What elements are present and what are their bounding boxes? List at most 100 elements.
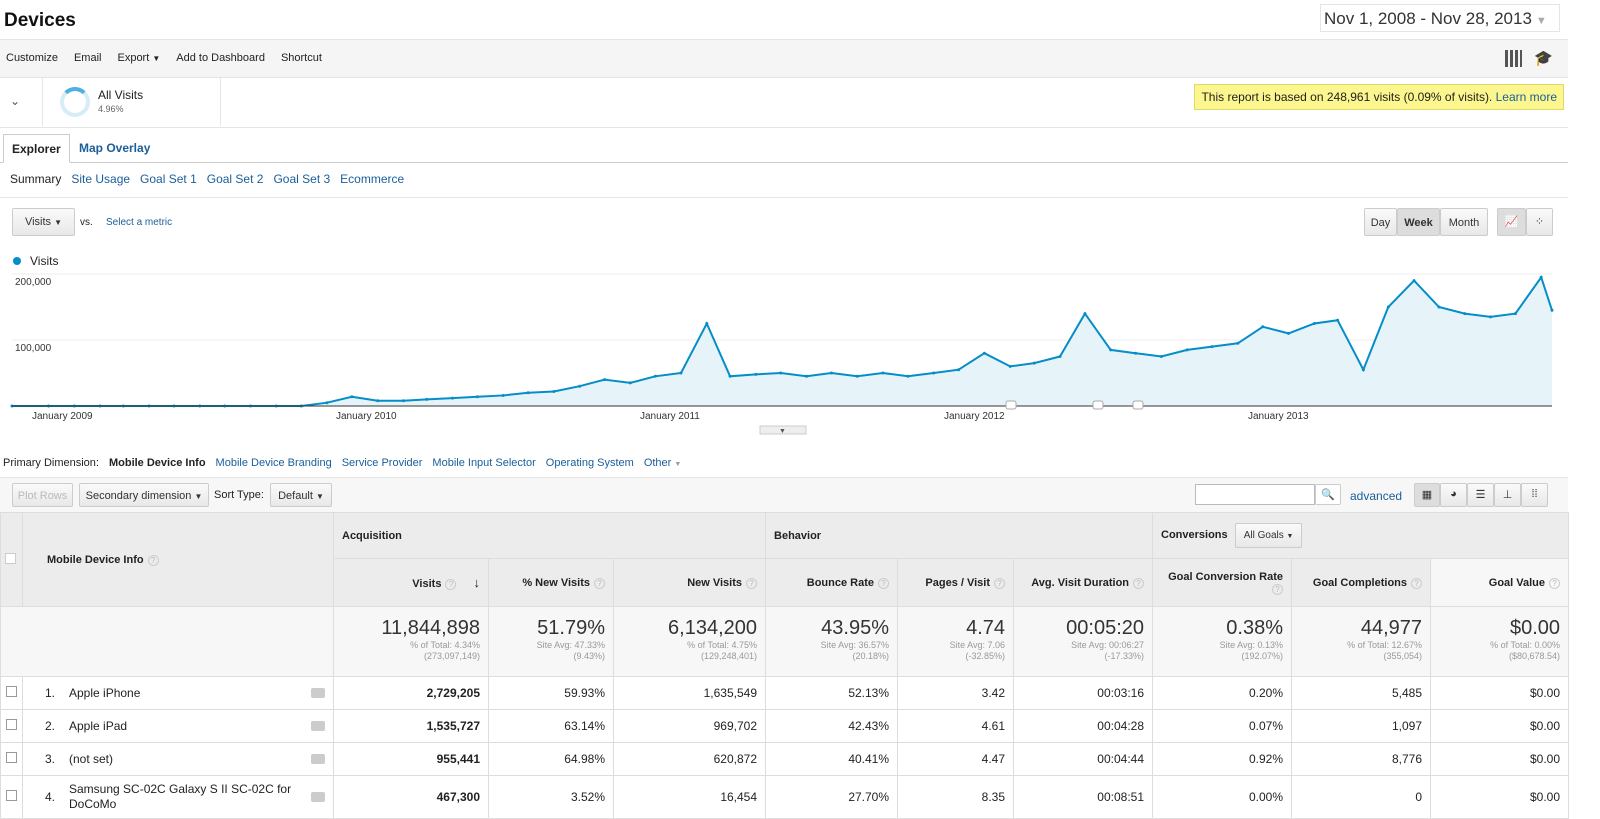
data-point[interactable]: [982, 351, 986, 355]
annotation-icon[interactable]: [1132, 400, 1144, 410]
tab-map-overlay[interactable]: Map Overlay: [79, 141, 151, 155]
subtab-goal-set-3[interactable]: Goal Set 3: [273, 172, 331, 186]
chevron-down-icon[interactable]: ⌄: [10, 94, 21, 108]
data-point[interactable]: [1236, 341, 1240, 345]
column-header[interactable]: New Visits?: [612, 558, 767, 607]
sort-type-dropdown[interactable]: Default ▼: [270, 483, 332, 507]
column-header[interactable]: Pages / Visit?: [897, 558, 1015, 607]
column-header[interactable]: Goal Value?: [1430, 558, 1570, 607]
data-point[interactable]: [855, 374, 859, 378]
data-point[interactable]: [932, 371, 936, 375]
data-point[interactable]: [957, 368, 961, 372]
data-point[interactable]: [1058, 355, 1062, 358]
row-checkbox[interactable]: [6, 686, 17, 697]
data-point[interactable]: [450, 396, 454, 400]
data-point[interactable]: [603, 378, 607, 382]
help-icon[interactable]: ?: [594, 577, 605, 589]
secondary-dimension-dropdown[interactable]: Secondary dimension ▼: [79, 483, 209, 507]
dimension-mobile-device-info[interactable]: Mobile Device Info: [108, 457, 206, 469]
data-point[interactable]: [578, 384, 582, 388]
help-icon[interactable]: ?: [746, 577, 758, 589]
add-to-dashboard-button[interactable]: Add to Dashboard: [176, 52, 265, 64]
data-point[interactable]: [906, 374, 910, 378]
column-header[interactable]: Goal Completions?: [1291, 558, 1432, 607]
device-name-link[interactable]: Samsung SC-02C Galaxy S II SC-02C for Do…: [69, 782, 292, 811]
search-icon[interactable]: 🔍: [1315, 484, 1341, 505]
dimension-mobile-device-branding[interactable]: Mobile Device Branding: [215, 457, 332, 469]
export-button[interactable]: Export ▼: [117, 52, 160, 64]
annotation-drawer-toggle[interactable]: [759, 425, 807, 435]
month-button[interactable]: Month: [1440, 208, 1488, 236]
subtab-goal-set-1[interactable]: Goal Set 1: [140, 172, 197, 186]
customize-button[interactable]: Customize: [6, 52, 58, 64]
device-name-link[interactable]: Apple iPad: [69, 718, 128, 733]
comparison-view-icon[interactable]: ⊥: [1494, 483, 1521, 507]
column-header[interactable]: Bounce Rate?: [765, 558, 899, 607]
help-icon[interactable]: ?: [1133, 577, 1145, 589]
column-header[interactable]: Avg. Visit Duration?: [1013, 558, 1154, 607]
data-point[interactable]: [376, 399, 380, 403]
data-point[interactable]: [501, 393, 505, 397]
select-all-checkbox[interactable]: [5, 552, 16, 564]
help-icon[interactable]: ?: [1272, 583, 1284, 595]
data-point[interactable]: [1287, 331, 1291, 335]
subtab-summary[interactable]: Summary: [10, 172, 62, 186]
help-icon[interactable]: ?: [994, 577, 1006, 589]
data-point[interactable]: [526, 391, 530, 395]
help-icon[interactable]: ?: [1549, 577, 1561, 589]
column-header[interactable]: % New Visits?: [488, 558, 614, 607]
data-point[interactable]: [1032, 361, 1036, 365]
row-checkbox[interactable]: [6, 790, 17, 801]
annotation-icon[interactable]: [1005, 400, 1017, 410]
segment-name[interactable]: All Visits: [98, 88, 144, 102]
camera-icon[interactable]: [311, 688, 325, 698]
data-point[interactable]: [1488, 315, 1492, 319]
data-point[interactable]: [705, 322, 709, 325]
data-point[interactable]: [805, 374, 809, 378]
plot-rows-button[interactable]: Plot Rows: [12, 483, 73, 507]
data-point[interactable]: [1550, 308, 1554, 312]
data-point[interactable]: [1083, 312, 1087, 316]
pie-view-icon[interactable]: ◕: [1440, 483, 1467, 507]
data-point[interactable]: [628, 381, 632, 385]
dimension-mobile-input-selector[interactable]: Mobile Input Selector: [432, 457, 536, 469]
column-header[interactable]: Visits? ↓: [333, 558, 489, 607]
annotation-icon[interactable]: [1092, 400, 1104, 410]
subtab-ecommerce[interactable]: Ecommerce: [340, 172, 405, 186]
pivot-view-icon[interactable]: ⁞⁞: [1521, 483, 1548, 507]
camera-icon[interactable]: [311, 721, 325, 731]
sort-arrow-down-icon[interactable]: ↓: [473, 575, 481, 590]
metric-dropdown[interactable]: Visits ▼: [12, 208, 75, 236]
data-point[interactable]: [754, 372, 758, 376]
table-view-icon[interactable]: ▦: [1414, 483, 1440, 507]
dimension-header[interactable]: Mobile Device Info?: [22, 512, 334, 607]
data-point[interactable]: [1312, 322, 1316, 325]
select-metric-link[interactable]: Select a metric: [106, 217, 173, 228]
row-checkbox[interactable]: [6, 752, 17, 763]
help-icon[interactable]: ?: [147, 554, 159, 566]
data-point[interactable]: [1261, 325, 1265, 329]
goals-dropdown[interactable]: All Goals ▼: [1234, 523, 1303, 548]
data-point[interactable]: [350, 395, 354, 399]
data-point[interactable]: [1386, 305, 1390, 309]
data-point[interactable]: [1361, 368, 1365, 372]
data-point[interactable]: [1412, 279, 1416, 283]
data-point[interactable]: [1210, 345, 1214, 349]
data-point[interactable]: [1008, 364, 1012, 368]
data-point[interactable]: [552, 389, 556, 393]
data-point[interactable]: [401, 399, 405, 403]
data-point[interactable]: [1134, 351, 1138, 355]
data-point[interactable]: [1109, 348, 1113, 352]
graduation-cap-icon[interactable]: 🎓: [1534, 50, 1553, 67]
help-icon[interactable]: ?: [1411, 577, 1423, 589]
data-point[interactable]: [475, 395, 479, 399]
device-name-link[interactable]: (not set): [69, 751, 114, 766]
email-button[interactable]: Email: [73, 52, 102, 64]
data-point[interactable]: [1336, 318, 1340, 322]
data-point[interactable]: [829, 371, 833, 375]
data-point[interactable]: [325, 401, 329, 405]
help-icon[interactable]: ?: [445, 579, 457, 590]
data-point[interactable]: [881, 371, 885, 375]
row-checkbox[interactable]: [6, 719, 17, 730]
subtab-goal-set-2[interactable]: Goal Set 2: [206, 172, 264, 186]
